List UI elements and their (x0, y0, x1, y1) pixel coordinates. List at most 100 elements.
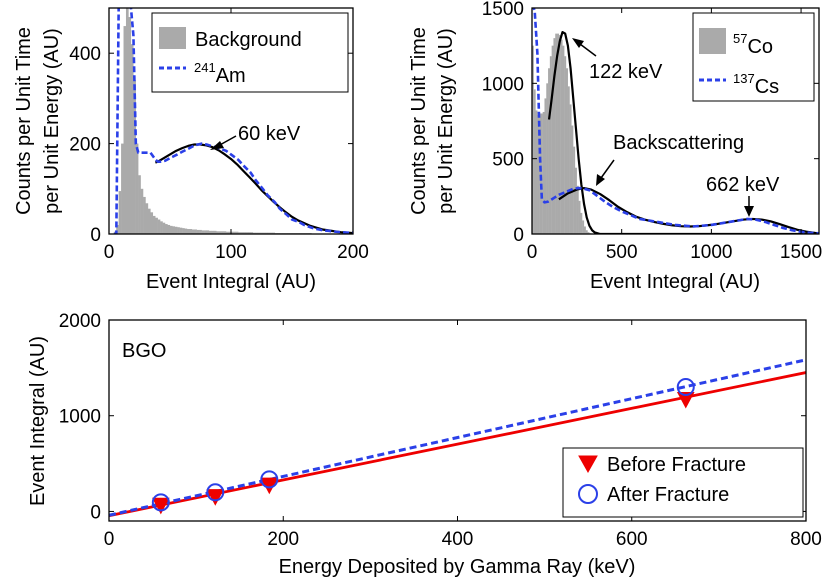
x-axis-label: Energy Deposited by Gamma Ray (keV) (279, 556, 636, 578)
legend-label-co57: 57Co (733, 31, 773, 58)
panel-bgo-linearity: 0 200 400 600 800 0 1000 2000 Energy Deposited … (27, 311, 822, 578)
histogram-bar (211, 230, 215, 234)
histogram-bar (162, 222, 166, 234)
histogram-bar (208, 230, 212, 234)
y-tick-label: 0 (90, 502, 101, 523)
point-before-fracture (206, 489, 225, 506)
plot-frame (531, 7, 820, 235)
histogram-bar (562, 45, 565, 234)
legend-label-after: After Fracture (607, 484, 729, 506)
y-axis-label: Event Integral (AU) (27, 336, 49, 506)
histogram-bar (121, 143, 124, 234)
histogram-bar (247, 232, 251, 234)
histogram-bar (130, 44, 134, 234)
histogram-bar (228, 231, 232, 234)
histogram-bar (571, 125, 574, 234)
histogram-bar (125, 8, 129, 234)
histogram-bar (218, 231, 222, 234)
annotation-60kev-text: 60 keV (238, 123, 301, 145)
histogram-bar (549, 56, 552, 234)
histogram-bar (532, 45, 534, 234)
histogram-bar (585, 230, 588, 234)
legend-marker-after (578, 484, 598, 504)
histogram-bar (557, 33, 559, 234)
x-tick-label: 100 (215, 242, 247, 263)
histogram-bar (240, 232, 244, 234)
histogram-bar (116, 224, 119, 234)
x-tick-label: 200 (337, 242, 369, 263)
x-tick-label: 200 (267, 529, 299, 550)
histogram-bar (133, 80, 136, 234)
y-tick-label: 2000 (59, 311, 101, 332)
annotation-backscattering-text: Backscattering (613, 132, 744, 154)
annotation-backscattering: Backscattering (596, 132, 744, 186)
histogram-bar (179, 227, 183, 234)
y-tick-label: 500 (492, 150, 524, 171)
point-before-fracture (676, 391, 695, 409)
x-axis-label: Event Integral (AU) (590, 271, 760, 293)
histogram-bar (555, 33, 558, 234)
histogram-bar (578, 200, 581, 234)
point-after-fracture (151, 493, 170, 512)
x-tick-label: 800 (790, 529, 822, 550)
histogram-bar (199, 229, 202, 234)
histogram-bar (128, 17, 132, 234)
y-tick-label: 1000 (482, 74, 524, 95)
x-tick-label: 400 (442, 529, 474, 550)
histogram-bar (155, 217, 158, 234)
histogram-bar (213, 230, 217, 234)
histogram-bar (189, 229, 193, 234)
legend-label-cs137: 137Cs (733, 71, 779, 98)
histogram-bar (535, 110, 538, 234)
histogram-bar (576, 185, 579, 234)
histogram-bar (250, 232, 254, 234)
histogram-bar (567, 86, 570, 234)
annotation-662kev-text: 662 keV (706, 174, 780, 196)
x-tick-label: 600 (616, 529, 648, 550)
legend-swatch-co57 (699, 28, 726, 54)
histogram-bar (174, 226, 178, 234)
histogram-bar (582, 220, 585, 234)
legend-label-am241: 241Am (194, 60, 246, 87)
x-tick-label: 1500 (780, 242, 822, 263)
histogram-bar (186, 229, 190, 234)
fit-line-122kev (547, 31, 819, 234)
histogram-bar (191, 229, 195, 234)
histogram-bar (172, 226, 176, 234)
legend: 57Co 137Cs (692, 12, 815, 102)
histogram-bar (546, 83, 549, 234)
legend-sup-co57: 57 (733, 31, 747, 46)
legend-text-cs137: Cs (755, 76, 779, 98)
histogram-bar (269, 232, 273, 234)
legend-label-before: Before Fracture (607, 454, 746, 476)
histogram-bar (138, 175, 141, 234)
histogram-bar (551, 45, 554, 234)
histogram-bar (272, 232, 276, 234)
histogram-bar (194, 229, 197, 234)
annotation-122kev-text: 122 keV (589, 61, 663, 83)
panel-co57-cs137: 0 500 1000 1500 0 500 1000 1500 Event Integral … (408, 0, 822, 293)
x-tick-label: 500 (606, 242, 638, 263)
y-tick-label: 1500 (482, 0, 524, 20)
annotation-662kev: 662 keV (706, 174, 780, 217)
histogram-bar (177, 227, 180, 234)
histogram-bar (542, 111, 545, 234)
histogram-bar (184, 228, 188, 234)
y-tick-label: 0 (513, 225, 524, 246)
histogram-bar (160, 221, 163, 234)
annotation-60kev: 60 keV (210, 123, 301, 150)
histogram-bar (147, 208, 151, 234)
y-axis-label-line1: Counts per Unit Time (408, 27, 430, 215)
legend-label-background: Background (195, 29, 302, 51)
histogram-bar (245, 232, 249, 234)
histogram-bar (204, 230, 207, 234)
series-line-cs137 (532, 8, 819, 234)
y-axis-label-line1: Counts per Unit Time (13, 27, 35, 215)
histogram-bar (539, 113, 542, 234)
x-tick-label: 1000 (690, 242, 732, 263)
histogram-bar (243, 232, 246, 234)
histogram-bar (257, 232, 261, 234)
legend-swatch-background (159, 27, 186, 49)
histogram-bar (540, 113, 543, 234)
histogram-bar (252, 232, 256, 234)
